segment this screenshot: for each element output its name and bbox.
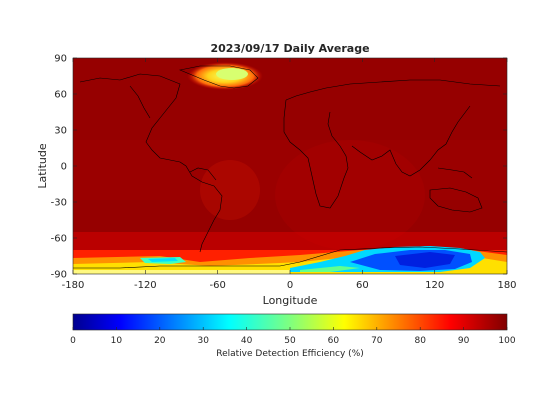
y-axis: 90 60 30 0 -30 -60 -90 — [51, 54, 507, 281]
y-tick-label: 0 — [61, 162, 67, 173]
colorbar-tick-label: 20 — [154, 336, 166, 346]
y-tick-label: -60 — [51, 234, 67, 245]
colorbar-tick-label: 90 — [458, 336, 470, 346]
y-tick-label: -90 — [51, 270, 67, 281]
x-tick-label: 0 — [287, 280, 293, 291]
colorbar-tick-label: 100 — [498, 336, 515, 346]
x-tick-label: -60 — [209, 280, 225, 291]
colorbar-tick-label: 30 — [197, 336, 209, 346]
x-tick-label: -120 — [134, 280, 157, 291]
x-axis: -180 -120 -60 0 60 120 180 — [62, 58, 517, 291]
y-tick-label: 60 — [54, 90, 67, 101]
colorbar-tick-label: 50 — [284, 336, 296, 346]
colorbar-tick-label: 40 — [241, 336, 253, 346]
colorbar-tick-label: 70 — [371, 336, 383, 346]
x-tick-label: 60 — [356, 280, 369, 291]
colorbar-tick-label: 80 — [414, 336, 426, 346]
x-axis-label: Longitude — [263, 294, 318, 307]
colorbar-tick-label: 10 — [111, 336, 123, 346]
heatmap-field — [73, 58, 507, 274]
x-tick-label: 180 — [497, 280, 516, 291]
colorbar-label: Relative Detection Efficiency (%) — [216, 349, 364, 359]
chart-title: 2023/09/17 Daily Average — [210, 42, 369, 55]
y-tick-label: 30 — [54, 126, 67, 137]
colorbar-axis: 0 10 20 30 40 50 60 70 80 90 100 — [70, 327, 516, 346]
colorbar-tick-label: 60 — [328, 336, 340, 346]
x-tick-label: -180 — [62, 280, 85, 291]
y-tick-label: 90 — [54, 54, 67, 65]
colorbar-tick-label: 0 — [70, 336, 76, 346]
y-axis-label: Latitude — [36, 143, 49, 189]
x-tick-label: 120 — [425, 280, 444, 291]
coastlines — [73, 65, 507, 269]
y-tick-label: -30 — [51, 198, 67, 209]
